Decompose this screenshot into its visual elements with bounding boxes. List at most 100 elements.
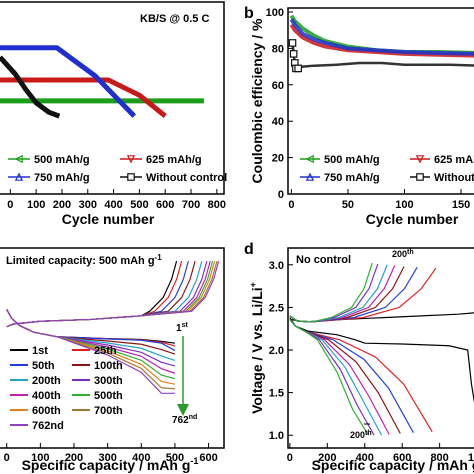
panel-a-x-tick-label: 800	[208, 199, 226, 211]
panel-a: KB/S @ 0.5 C 500 mAh/g 625 mAh/g 750 mAh/g…	[0, 1, 227, 227]
panel-b-y-tick-label: 80	[272, 43, 284, 55]
panel-a-x-tick-label: 300	[79, 199, 97, 211]
panel-b-y-tick-label: 60	[272, 80, 284, 92]
panel-c-legend-label: 1st	[32, 345, 48, 357]
panel-b-legend-label: 500 mAh/g	[324, 154, 380, 166]
panel-c-series	[6, 260, 220, 394]
panel-b-x-tick-label: 0	[288, 199, 294, 211]
panel-b-y-label: Coulombic efficiency / %	[249, 18, 265, 183]
panel-b-y-tick-label: 100	[266, 7, 284, 19]
panel-b-x-label: Cycle number	[366, 211, 459, 227]
panel-c-frame	[0, 247, 225, 449]
panel-b-legend: 500 mAh/g 625 mAh/g 750 mAh/g Without	[300, 154, 474, 184]
panel-c-legend-label: 25th	[94, 345, 117, 357]
panel-a-legend-label: 625 mAh/g	[146, 154, 202, 166]
panel-a-x-tick-label: 200	[53, 199, 71, 211]
panel-b-series-4-point	[294, 64, 302, 73]
panel-b-frame	[287, 7, 474, 195]
panel-b-legend-label: Without	[434, 172, 474, 184]
panel-d-y-tick-label: 2.0	[269, 345, 284, 357]
panel-a-x-label: Cycle number	[62, 211, 155, 227]
panel-d: d No control Voltage / V vs. Li/Li+ 1.01…	[244, 241, 474, 473]
panel-c-charge-100th	[6, 260, 196, 328]
panel-a-annotation: KB/S @ 0.5 C	[140, 13, 209, 25]
panel-a-legend-label: Without control	[146, 172, 227, 184]
panel-a-legend-label: 750 mAh/g	[34, 172, 90, 184]
panel-b-x-tick-label: 150	[452, 199, 470, 211]
panel-d-x-ticks: 0 200 400 600 800 100	[287, 443, 474, 464]
panel-c-annotation: Limited capacity: 500 mAh g-1	[6, 253, 162, 267]
panel-b-series-3-line	[289, 18, 474, 56]
panel-c-legend-label: 762nd	[32, 420, 64, 432]
panel-b-legend-marker	[305, 172, 315, 181]
panel-d-x-tick-label: 100	[468, 452, 474, 464]
panel-c-charge-400th	[6, 260, 211, 328]
panel-b-y-tick-label: 40	[272, 116, 284, 128]
panel-a-series-2-line	[0, 77, 167, 119]
panel-d-x-tick-label: 600	[393, 452, 411, 464]
panel-d-y-tick-label: 1.5	[269, 388, 284, 400]
panel-a-series-3-line	[0, 45, 137, 118]
panel-b-x-ticks: 0 50 100 150	[288, 189, 470, 211]
panel-d-discharge-7	[289, 318, 375, 436]
panel-b-series-4-point	[288, 39, 297, 47]
panel-b-letter: b	[244, 5, 254, 22]
panel-c-x-tick-label: 600	[199, 452, 217, 464]
panel-d-label-200th-bottom: 200th	[350, 430, 372, 440]
panel-b-y-tick-label: 0	[278, 189, 284, 201]
panel-a-x-ticks: 0 100 200 300 400 500 600 700 800	[7, 189, 226, 211]
panel-a-series-4-line	[0, 55, 61, 119]
panel-a-legend-marker	[126, 155, 136, 164]
panel-a-x-tick-label: 600	[156, 199, 174, 211]
panel-c-x-tick-label: 400	[132, 452, 150, 464]
panel-c-charge-762nd	[6, 260, 220, 328]
panel-d-x-tick-label: 200	[318, 452, 336, 464]
panel-d-x-tick-label: 0	[287, 452, 293, 464]
panel-d-y-tick-label: 3.0	[269, 260, 284, 272]
panel-a-x-tick-label: 0	[7, 199, 13, 211]
panel-c-charge-25th	[6, 260, 183, 328]
panel-d-discharge-1	[289, 317, 474, 402]
panel-c-legend-label: 600th	[32, 405, 61, 417]
panel-b-y-tick-label: 20	[272, 153, 284, 165]
panel-d-annotation: No control	[296, 254, 351, 266]
panel-c-legend-label: 200th	[32, 375, 61, 387]
panel-c-x-ticks: 0 100 200 300 400 500 600	[4, 443, 218, 464]
panel-c-charge-200th	[6, 260, 203, 328]
panel-c-x-label: Specific capacity / mAh g-1	[22, 456, 199, 473]
panel-c-x-tick-label: 0	[4, 452, 10, 464]
panel-c-x-tick-label: 300	[98, 452, 116, 464]
panel-c-legend-label: 500th	[94, 390, 123, 402]
panel-c-x-tick-label: 100	[31, 452, 49, 464]
panel-c-legend-label: 50th	[32, 360, 55, 372]
panel-d-y-label: Voltage / V vs. Li/Li+	[248, 282, 265, 414]
panel-c-x-tick-label: 500	[166, 452, 184, 464]
panel-c-arrow-top-label: 1st	[176, 322, 188, 334]
panel-a-legend-label: 500 mAh/g	[34, 154, 90, 166]
panel-b-series-1-line	[289, 14, 474, 55]
panel-b-legend-label: 750 mAh/g	[324, 172, 380, 184]
panel-b-legend-marker	[416, 173, 424, 181]
panel-c-x-tick-label: 200	[65, 452, 83, 464]
panel-d-label-200th-top: 200th	[392, 249, 414, 259]
panel-d-x-tick-label: 400	[356, 452, 374, 464]
panel-a-x-tick-label: 500	[130, 199, 148, 211]
panel-a-x-tick-label: 700	[182, 199, 200, 211]
panel-a-legend-marker	[14, 172, 24, 181]
panel-b-legend-label: 625 mAh/g	[434, 154, 474, 166]
panel-d-letter: d	[244, 241, 254, 258]
panel-c: Limited capacity: 500 mAh g-1 0 100 200 300…	[0, 247, 225, 473]
panel-c-charge-500th	[6, 260, 214, 328]
panel-b-y-ticks: 0 20 40 60 80 100	[266, 7, 293, 201]
panel-b-legend-marker	[305, 154, 314, 164]
panel-a-frame	[0, 1, 225, 195]
panel-a-x-tick-label: 100	[27, 199, 45, 211]
panel-b-x-tick-label: 50	[342, 199, 354, 211]
panel-c-charge-50th	[6, 260, 189, 328]
panel-c-legend-label: 100th	[94, 360, 123, 372]
panel-b-series-4-point	[289, 50, 298, 58]
panel-c-legend-label: 400th	[32, 390, 61, 402]
panel-b-legend-marker	[415, 155, 425, 164]
panel-d-x-tick-label: 800	[430, 452, 448, 464]
